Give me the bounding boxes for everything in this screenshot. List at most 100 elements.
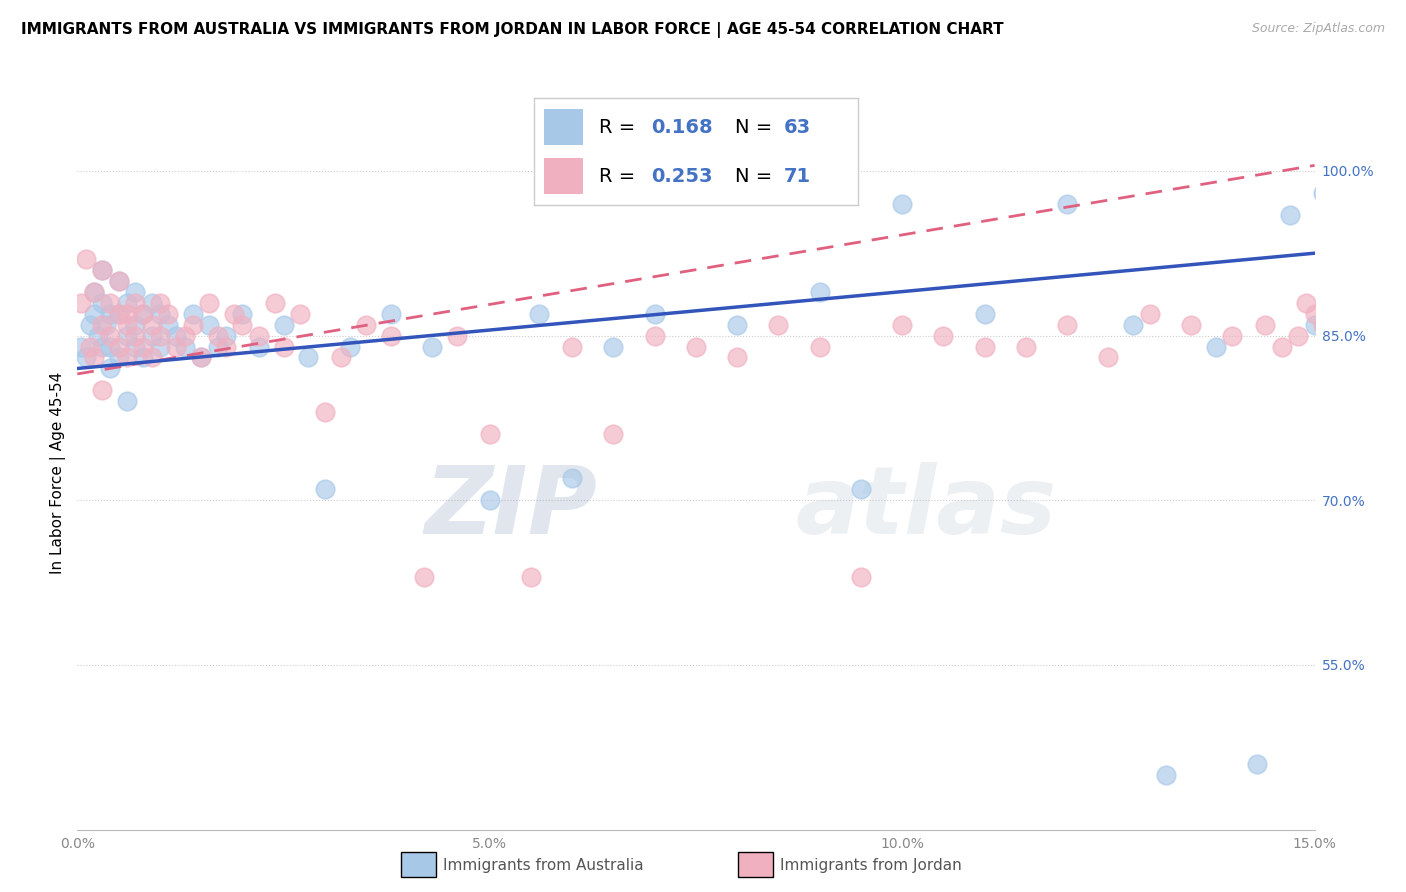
Point: [98, 339, 121, 353]
Point: [141, 295, 163, 310]
Point: [1303, 307, 1326, 321]
Point: [87, 328, 110, 343]
Point: [207, 328, 229, 343]
Point: [107, 339, 129, 353]
Text: atlas: atlas: [794, 462, 1056, 555]
Point: [1205, 339, 1227, 353]
Point: [91, 295, 114, 310]
Point: [1278, 208, 1301, 222]
Point: [478, 427, 501, 442]
Point: [1329, 603, 1351, 617]
Point: [380, 328, 402, 343]
Point: [520, 570, 543, 584]
Point: [165, 328, 187, 343]
Point: [190, 351, 212, 365]
Point: [70, 295, 93, 310]
Point: [529, 307, 551, 321]
Text: Source: ZipAtlas.com: Source: ZipAtlas.com: [1251, 22, 1385, 36]
Point: [149, 328, 172, 343]
Point: [75, 351, 97, 365]
Point: [644, 328, 666, 343]
Point: [297, 351, 319, 365]
Point: [247, 328, 270, 343]
Point: [91, 384, 114, 398]
Point: [181, 318, 204, 332]
Point: [132, 351, 155, 365]
Point: [849, 570, 872, 584]
Point: [602, 339, 624, 353]
Point: [1312, 186, 1334, 200]
Point: [115, 328, 138, 343]
Point: [115, 394, 138, 409]
Point: [1056, 318, 1078, 332]
Point: [98, 295, 121, 310]
Point: [132, 307, 155, 321]
Point: [190, 351, 212, 365]
Point: [1015, 339, 1038, 353]
Point: [1220, 328, 1243, 343]
Point: [412, 570, 434, 584]
Point: [115, 295, 138, 310]
Point: [115, 351, 138, 365]
Point: [354, 318, 377, 332]
Point: [1122, 318, 1144, 332]
Point: [1295, 295, 1317, 310]
Point: [561, 471, 583, 485]
Point: [849, 482, 872, 496]
Point: [1154, 767, 1177, 781]
Point: [207, 339, 229, 353]
Point: [1097, 351, 1119, 365]
Text: 63: 63: [783, 118, 810, 136]
Point: [215, 328, 238, 343]
Point: [91, 318, 114, 332]
Point: [79, 318, 101, 332]
Point: [91, 262, 114, 277]
Point: [725, 318, 748, 332]
Point: [83, 285, 105, 299]
Point: [107, 351, 129, 365]
Point: [98, 307, 121, 321]
Point: [124, 328, 146, 343]
Point: [198, 318, 221, 332]
Point: [124, 285, 146, 299]
Point: [149, 307, 172, 321]
Point: [808, 285, 831, 299]
Point: [91, 262, 114, 277]
Point: [973, 339, 995, 353]
Point: [98, 361, 121, 376]
Point: [96, 318, 118, 332]
Point: [124, 295, 146, 310]
Point: [1286, 328, 1309, 343]
Point: [891, 196, 914, 211]
Point: [808, 339, 831, 353]
Text: Immigrants from Jordan: Immigrants from Jordan: [780, 858, 962, 872]
Point: [75, 252, 97, 266]
Text: 71: 71: [783, 167, 810, 186]
Point: [115, 307, 138, 321]
Point: [380, 307, 402, 321]
Point: [91, 339, 114, 353]
Text: Immigrants from Australia: Immigrants from Australia: [443, 858, 644, 872]
Point: [70, 339, 93, 353]
Point: [891, 318, 914, 332]
Point: [1320, 328, 1343, 343]
Point: [1246, 756, 1268, 771]
Y-axis label: In Labor Force | Age 45-54: In Labor Force | Age 45-54: [51, 372, 66, 574]
Text: 0.168: 0.168: [651, 118, 713, 136]
Point: [181, 307, 204, 321]
Text: 0.253: 0.253: [651, 167, 713, 186]
Point: [420, 339, 443, 353]
Point: [107, 274, 129, 288]
Point: [725, 351, 748, 365]
Text: R =: R =: [599, 167, 641, 186]
Point: [1303, 318, 1326, 332]
Point: [330, 351, 353, 365]
Point: [231, 307, 253, 321]
Point: [602, 427, 624, 442]
Point: [273, 318, 295, 332]
Text: N =: N =: [735, 167, 779, 186]
Point: [149, 339, 172, 353]
Point: [478, 493, 501, 508]
Text: R =: R =: [599, 118, 641, 136]
Point: [132, 339, 155, 353]
